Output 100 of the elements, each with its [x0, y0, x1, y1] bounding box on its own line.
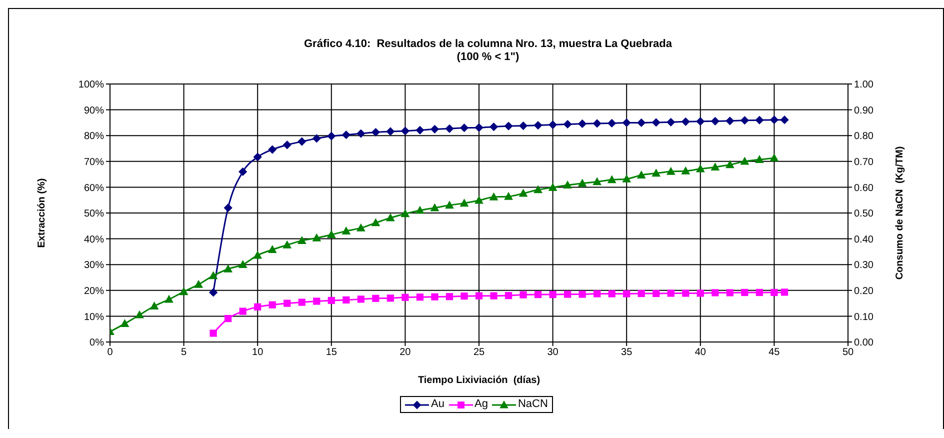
point [210, 330, 217, 337]
y-tick-label: 50% [84, 208, 104, 220]
point [755, 155, 764, 163]
point [474, 124, 484, 132]
point [696, 290, 704, 297]
point [327, 230, 336, 238]
point [504, 292, 512, 300]
point [696, 117, 704, 126]
point [401, 126, 410, 136]
point [298, 137, 306, 146]
point [711, 162, 720, 170]
y-tick-label: 0% [90, 338, 104, 349]
point [402, 294, 409, 301]
point [328, 296, 335, 304]
point [666, 167, 675, 175]
point [224, 264, 232, 272]
point [386, 214, 395, 222]
y2-tick-label: 0.30 [854, 260, 874, 272]
y-tick-label: 40% [84, 234, 104, 246]
point [430, 204, 439, 212]
point [224, 314, 232, 322]
point [312, 234, 321, 242]
point [209, 288, 218, 297]
point [726, 116, 734, 125]
y2-tick-label: 0.90 [854, 105, 874, 116]
point [460, 124, 468, 132]
point [563, 120, 572, 128]
y2-tick-label: 1.00 [854, 80, 874, 91]
point [283, 140, 292, 149]
point [608, 176, 616, 184]
point [386, 127, 395, 136]
point [254, 251, 262, 259]
point [356, 224, 366, 232]
point [268, 145, 276, 154]
x-tick-label: 30 [547, 347, 559, 358]
point [770, 288, 778, 296]
point [534, 186, 542, 194]
point [667, 290, 674, 297]
y2-tick-label: 0.40 [854, 234, 874, 246]
point [209, 272, 218, 280]
point [460, 199, 468, 207]
point [283, 240, 292, 248]
x-tick-label: 15 [326, 347, 338, 358]
point [622, 118, 631, 127]
point [254, 303, 262, 310]
point [770, 154, 778, 162]
point [622, 174, 631, 182]
point [268, 246, 276, 254]
point [652, 169, 660, 177]
point [327, 132, 336, 140]
point [460, 292, 468, 300]
point [445, 201, 454, 209]
point [756, 288, 763, 296]
point [238, 260, 247, 268]
point [608, 119, 616, 128]
x-tick-label: 40 [694, 347, 706, 358]
point [312, 134, 321, 143]
point [563, 181, 572, 189]
point [652, 290, 660, 298]
point [254, 152, 262, 162]
y2-tick-label: 0.80 [854, 131, 874, 142]
point [741, 288, 748, 296]
point [342, 296, 350, 304]
point [740, 116, 749, 124]
y-tick-label: 80% [84, 131, 104, 142]
point [446, 293, 454, 300]
y2-tick-label: 0.20 [854, 286, 874, 297]
point [490, 192, 498, 200]
y-tick-label: 60% [84, 182, 104, 194]
x-tick-label: 35 [621, 347, 633, 358]
point [696, 164, 704, 172]
x-tick-label: 50 [842, 347, 854, 358]
legend-label: Au [431, 398, 445, 411]
x-tick-label: 0 [107, 347, 114, 358]
point [120, 320, 129, 328]
point [519, 122, 528, 130]
point [194, 280, 203, 288]
point [298, 236, 306, 244]
point [592, 178, 602, 186]
x-tick-label: 10 [252, 347, 264, 358]
x-tick-label: 20 [400, 347, 412, 358]
y-axis-title: Extracción (%) [36, 178, 48, 248]
point [238, 168, 247, 176]
point [431, 293, 438, 300]
point [592, 119, 602, 128]
point [755, 116, 764, 124]
y2-axis-title: Consumo de NaCN (Kg/TM) [894, 146, 906, 280]
y-tick-label: 100% [78, 80, 104, 91]
y-tick-label: 70% [84, 156, 104, 168]
y2-tick-label: 0.60 [854, 182, 874, 194]
point [711, 117, 720, 126]
chart-title: Gráfico 4.10: Resultados de la columna Nro. 13, muestra La Quebrada [302, 38, 673, 51]
y-tick-label: 20% [84, 286, 104, 297]
point [770, 116, 778, 124]
point [578, 120, 586, 128]
point [608, 290, 616, 298]
point [682, 290, 690, 297]
point [164, 295, 174, 303]
point [386, 294, 394, 302]
point [180, 288, 188, 296]
